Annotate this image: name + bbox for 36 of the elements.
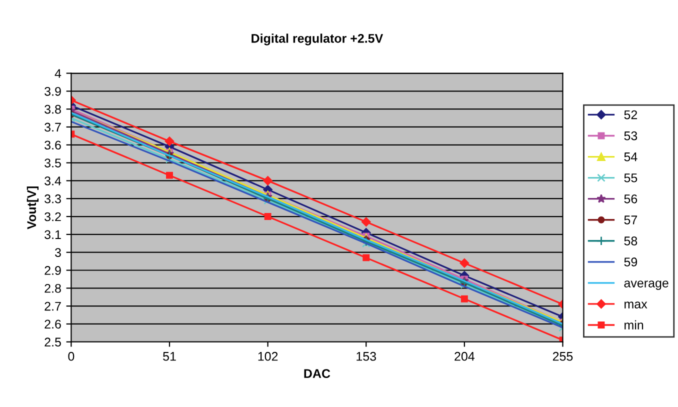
y-tick-label: 2.9: [44, 266, 61, 275]
x-tick-label: 51: [163, 352, 176, 361]
y-tick-label: 2.8: [44, 284, 61, 293]
chart-title: Digital regulator +2.5V: [252, 34, 384, 46]
y-tick-label: 3.3: [44, 194, 61, 204]
x-tick-label: 153: [356, 352, 376, 361]
legend-label: max: [624, 302, 648, 308]
legend-label: average: [624, 280, 668, 290]
y-tick-label: 3.2: [44, 212, 61, 222]
x-tick-label: 204: [454, 352, 474, 361]
legend-label: 53: [624, 131, 638, 140]
y-tick-label: 3.1: [44, 230, 61, 240]
y-tick-label: 2.7: [44, 302, 61, 311]
x-tick-label: 0: [68, 352, 74, 361]
y-tick-label: 3: [54, 248, 61, 257]
y-tick-label: 2.5: [44, 338, 61, 347]
y-axis-title: Vout[V]: [26, 186, 39, 230]
legend-label: min: [624, 320, 644, 330]
legend-label: 59: [624, 258, 638, 266]
legend-label: 54: [624, 152, 638, 162]
y-tick-label: 4: [54, 69, 62, 78]
legend-label: 52: [624, 110, 638, 120]
x-axis-title: DAC: [304, 369, 330, 378]
y-tick-label: 3.4: [44, 176, 62, 186]
y-tick-label: 2.6: [44, 320, 61, 329]
x-tick-label: 255: [552, 352, 573, 361]
x-tick-label: 102: [258, 352, 278, 361]
y-tick-label: 3.8: [44, 104, 61, 114]
legend-label: 56: [624, 194, 638, 204]
y-tick-label: 3.7: [44, 122, 61, 132]
y-tick-label: 3.5: [44, 158, 61, 168]
legend-label: 58: [624, 236, 638, 246]
y-tick-label: 3.9: [44, 86, 61, 96]
legend-label: 55: [624, 174, 638, 182]
y-tick-label: 3.6: [44, 140, 61, 150]
legend-label: 57: [624, 216, 638, 224]
